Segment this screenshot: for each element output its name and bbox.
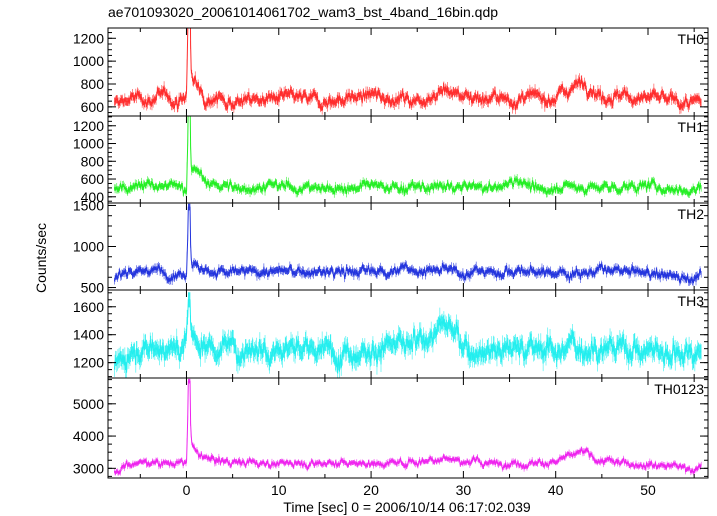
- y-tick-label: 600: [81, 171, 105, 187]
- x-tick-label: 30: [456, 482, 472, 498]
- panel-th2: 500 1000 1500 TH2: [73, 197, 709, 296]
- y-tick-label: 1000: [73, 53, 104, 69]
- panel-frame: [107, 202, 709, 291]
- y-tick-label: 1600: [73, 299, 104, 315]
- panel-label-th1: TH1: [678, 119, 705, 135]
- y-tick-label: 800: [81, 76, 105, 92]
- series-th2: [113, 203, 702, 287]
- x-tick-label: 20: [363, 482, 379, 498]
- series-th0123: [113, 378, 702, 476]
- x-tick-label: 50: [640, 482, 656, 498]
- y-tick-label: 1000: [73, 239, 104, 255]
- error-bars-th3: [114, 292, 702, 378]
- y-tick-label: 1400: [73, 327, 104, 343]
- error-bars-th2: [114, 203, 702, 287]
- y-axis-title: Counts/sec: [33, 223, 49, 293]
- panel-frame: [107, 289, 709, 379]
- y-tick-label: 4000: [73, 428, 104, 444]
- panel-label-th0123: TH0123: [654, 381, 704, 397]
- line-th0123: [113, 380, 702, 476]
- panel-th0123: 3000 4000 5000 TH0123 0 10 20 30 40 50: [73, 377, 709, 498]
- panel-label-th2: TH2: [678, 206, 705, 222]
- y-tick-label: 1000: [73, 136, 104, 152]
- y-tick-label: 1200: [73, 118, 104, 134]
- line-th2: [113, 206, 702, 285]
- series-th0: [114, 28, 702, 115]
- y-tick-label: 3000: [73, 460, 104, 476]
- x-tick-label: 0: [183, 482, 191, 498]
- y-tick-label: 1200: [73, 30, 104, 46]
- y-tick-label: 5000: [73, 396, 104, 412]
- y-tick-label: 1200: [73, 355, 104, 371]
- panel-label-th0: TH0: [678, 31, 705, 47]
- y-tick-label: 800: [81, 153, 105, 169]
- y-tick-label: 500: [81, 280, 105, 296]
- y-tick-label: 1500: [73, 197, 104, 213]
- x-axis-title: Time [sec] 0 = 2006/10/14 06:17:02.039: [283, 499, 531, 515]
- series-th1: [113, 116, 702, 199]
- panel-th3: 1200 1400 1600 TH3: [73, 289, 709, 379]
- line-th0: [114, 28, 702, 111]
- error-bars-th1: [114, 139, 702, 199]
- x-tick-label: 10: [271, 482, 287, 498]
- series-th3: [113, 292, 702, 378]
- line-th1: [113, 116, 702, 196]
- chart-title: ae701093020_20061014061702_wam3_bst_4ban…: [108, 4, 498, 20]
- y-tick-label: 400: [81, 189, 105, 205]
- line-th3: [113, 299, 702, 374]
- y-tick-label: 600: [81, 99, 105, 115]
- panel-label-th3: TH3: [678, 293, 705, 309]
- x-tick-label: 40: [548, 482, 564, 498]
